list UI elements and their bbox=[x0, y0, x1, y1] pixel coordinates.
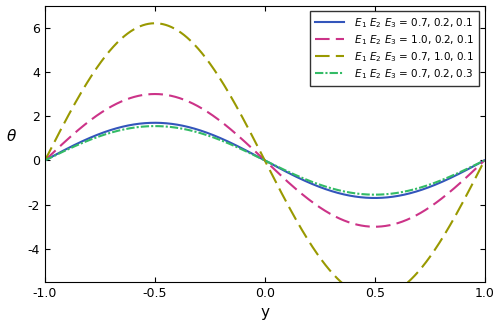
  $E_1$ $E_2$ $E_3$ = 0.7, 1.0, 0.1 bbox=[482, 158, 488, 162]
  $E_1$ $E_2$ $E_3$ = 1.0, 0.2, 0.1 bbox=[482, 158, 488, 162]
  $E_1$ $E_2$ $E_3$ = 0.7, 0.2, 0.1 bbox=[152, 121, 158, 125]
  $E_1$ $E_2$ $E_3$ = 0.7, 1.0, 0.1 bbox=[42, 158, 48, 162]
  $E_1$ $E_2$ $E_3$ = 0.7, 0.2, 0.1 bbox=[372, 196, 378, 200]
  $E_1$ $E_2$ $E_3$ = 0.7, 0.2, 0.3 bbox=[482, 158, 488, 162]
Line:   $E_1$ $E_2$ $E_3$ = 0.7, 0.2, 0.3: $E_1$ $E_2$ $E_3$ = 0.7, 0.2, 0.3 bbox=[45, 126, 484, 195]
Legend:   $E_1$ $E_2$ $E_3$ = 0.7, 0.2, 0.1,   $E_1$ $E_2$ $E_3$ = 1.0, 0.2, 0.1,   $E_1: $E_1$ $E_2$ $E_3$ = 0.7, 0.2, 0.1, $E_1$… bbox=[310, 11, 480, 86]
  $E_1$ $E_2$ $E_3$ = 0.7, 1.0, 0.1 bbox=[64, 115, 70, 119]
  $E_1$ $E_2$ $E_3$ = 0.7, 0.2, 0.1 bbox=[469, 165, 475, 169]
  $E_1$ $E_2$ $E_3$ = 0.7, 1.0, 0.1 bbox=[372, 296, 378, 300]
  $E_1$ $E_2$ $E_3$ = 1.0, 0.2, 0.1 bbox=[64, 138, 70, 141]
  $E_1$ $E_2$ $E_3$ = 0.7, 1.0, 0.1 bbox=[469, 183, 475, 187]
  $E_1$ $E_2$ $E_3$ = 1.0, 0.2, 0.1 bbox=[256, 153, 262, 157]
Line:   $E_1$ $E_2$ $E_3$ = 1.0, 0.2, 0.1: $E_1$ $E_2$ $E_3$ = 1.0, 0.2, 0.1 bbox=[45, 94, 484, 227]
  $E_1$ $E_2$ $E_3$ = 0.7, 1.0, 0.1 bbox=[152, 21, 158, 25]
  $E_1$ $E_2$ $E_3$ = 0.7, 1.0, 0.1 bbox=[469, 183, 475, 186]
  $E_1$ $E_2$ $E_3$ = 0.7, 0.2, 0.3 bbox=[244, 150, 250, 154]
  $E_1$ $E_2$ $E_3$ = 1.0, 0.2, 0.1 bbox=[469, 170, 475, 174]
  $E_1$ $E_2$ $E_3$ = 0.7, 1.0, 0.1 bbox=[256, 147, 262, 151]
  $E_1$ $E_2$ $E_3$ = 1.0, 0.2, 0.1 bbox=[372, 225, 378, 229]
  $E_1$ $E_2$ $E_3$ = 0.7, 0.2, 0.1 bbox=[256, 155, 262, 159]
  $E_1$ $E_2$ $E_3$ = 0.7, 0.2, 0.3 bbox=[469, 164, 475, 168]
  $E_1$ $E_2$ $E_3$ = 0.7, 0.2, 0.3 bbox=[388, 192, 394, 196]
  $E_1$ $E_2$ $E_3$ = 0.7, 0.2, 0.1 bbox=[469, 165, 475, 169]
  $E_1$ $E_2$ $E_3$ = 1.0, 0.2, 0.1 bbox=[388, 223, 394, 227]
  $E_1$ $E_2$ $E_3$ = 0.7, 0.2, 0.1 bbox=[244, 149, 250, 153]
Line:   $E_1$ $E_2$ $E_3$ = 0.7, 0.2, 0.1: $E_1$ $E_2$ $E_3$ = 0.7, 0.2, 0.1 bbox=[45, 123, 484, 198]
  $E_1$ $E_2$ $E_3$ = 0.7, 0.2, 0.3 bbox=[256, 156, 262, 159]
  $E_1$ $E_2$ $E_3$ = 0.7, 0.2, 0.1 bbox=[388, 195, 394, 199]
  $E_1$ $E_2$ $E_3$ = 0.7, 0.2, 0.1 bbox=[482, 158, 488, 162]
  $E_1$ $E_2$ $E_3$ = 1.0, 0.2, 0.1 bbox=[244, 142, 250, 146]
  $E_1$ $E_2$ $E_3$ = 0.7, 0.2, 0.3 bbox=[64, 148, 70, 152]
  $E_1$ $E_2$ $E_3$ = 1.0, 0.2, 0.1 bbox=[469, 170, 475, 174]
X-axis label: y: y bbox=[260, 305, 269, 320]
Line:   $E_1$ $E_2$ $E_3$ = 0.7, 1.0, 0.1: $E_1$ $E_2$ $E_3$ = 0.7, 1.0, 0.1 bbox=[45, 23, 484, 298]
  $E_1$ $E_2$ $E_3$ = 0.7, 1.0, 0.1 bbox=[388, 291, 394, 295]
  $E_1$ $E_2$ $E_3$ = 0.7, 0.2, 0.1 bbox=[64, 147, 70, 151]
  $E_1$ $E_2$ $E_3$ = 0.7, 0.2, 0.3 bbox=[152, 124, 158, 128]
  $E_1$ $E_2$ $E_3$ = 0.7, 0.2, 0.3 bbox=[42, 158, 48, 162]
  $E_1$ $E_2$ $E_3$ = 0.7, 1.0, 0.1 bbox=[244, 125, 250, 128]
  $E_1$ $E_2$ $E_3$ = 0.7, 0.2, 0.1 bbox=[42, 158, 48, 162]
  $E_1$ $E_2$ $E_3$ = 1.0, 0.2, 0.1 bbox=[152, 92, 158, 96]
Y-axis label: $\theta$: $\theta$ bbox=[6, 128, 16, 144]
  $E_1$ $E_2$ $E_3$ = 1.0, 0.2, 0.1 bbox=[42, 158, 48, 162]
  $E_1$ $E_2$ $E_3$ = 0.7, 0.2, 0.3 bbox=[372, 193, 378, 197]
  $E_1$ $E_2$ $E_3$ = 0.7, 0.2, 0.3 bbox=[469, 165, 475, 169]
